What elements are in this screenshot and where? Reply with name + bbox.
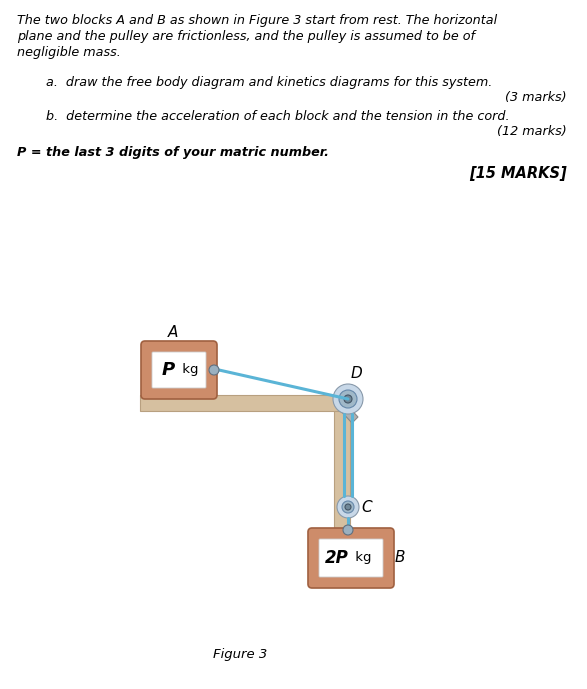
Text: The two blocks A and B as shown in Figure 3 start from rest. The horizontal: The two blocks A and B as shown in Figur… bbox=[17, 14, 497, 27]
Text: P = the last 3 digits of your matric number.: P = the last 3 digits of your matric num… bbox=[17, 146, 329, 159]
Circle shape bbox=[344, 395, 352, 403]
Circle shape bbox=[342, 501, 354, 513]
Circle shape bbox=[345, 504, 351, 510]
Text: [15 MARKS]: [15 MARKS] bbox=[470, 166, 567, 181]
Circle shape bbox=[337, 496, 359, 518]
Text: A: A bbox=[168, 325, 178, 340]
FancyBboxPatch shape bbox=[308, 528, 394, 588]
Text: C: C bbox=[361, 500, 372, 515]
Text: plane and the pulley are frictionless, and the pulley is assumed to be of: plane and the pulley are frictionless, a… bbox=[17, 30, 475, 43]
FancyBboxPatch shape bbox=[319, 539, 383, 577]
Circle shape bbox=[343, 525, 353, 535]
FancyBboxPatch shape bbox=[152, 352, 206, 388]
Circle shape bbox=[209, 365, 219, 375]
Text: kg: kg bbox=[351, 551, 372, 564]
Polygon shape bbox=[338, 402, 358, 423]
Text: P: P bbox=[162, 361, 175, 379]
Circle shape bbox=[339, 390, 357, 408]
Text: B: B bbox=[395, 551, 406, 566]
Text: (12 marks): (12 marks) bbox=[497, 125, 567, 138]
Text: 2P: 2P bbox=[325, 549, 349, 567]
Text: b.  determine the acceleration of each block and the tension in the cord.: b. determine the acceleration of each bl… bbox=[46, 110, 510, 123]
Bar bbox=[334, 411, 350, 586]
Text: kg: kg bbox=[178, 364, 198, 376]
Text: a.  draw the free body diagram and kinetics diagrams for this system.: a. draw the free body diagram and kineti… bbox=[46, 76, 492, 89]
Text: Figure 3: Figure 3 bbox=[213, 648, 267, 661]
Circle shape bbox=[333, 384, 363, 414]
Text: negligible mass.: negligible mass. bbox=[17, 46, 121, 59]
Text: D: D bbox=[351, 366, 363, 381]
FancyBboxPatch shape bbox=[141, 341, 217, 399]
Bar bbox=[140, 395, 350, 411]
Text: (3 marks): (3 marks) bbox=[505, 91, 567, 104]
